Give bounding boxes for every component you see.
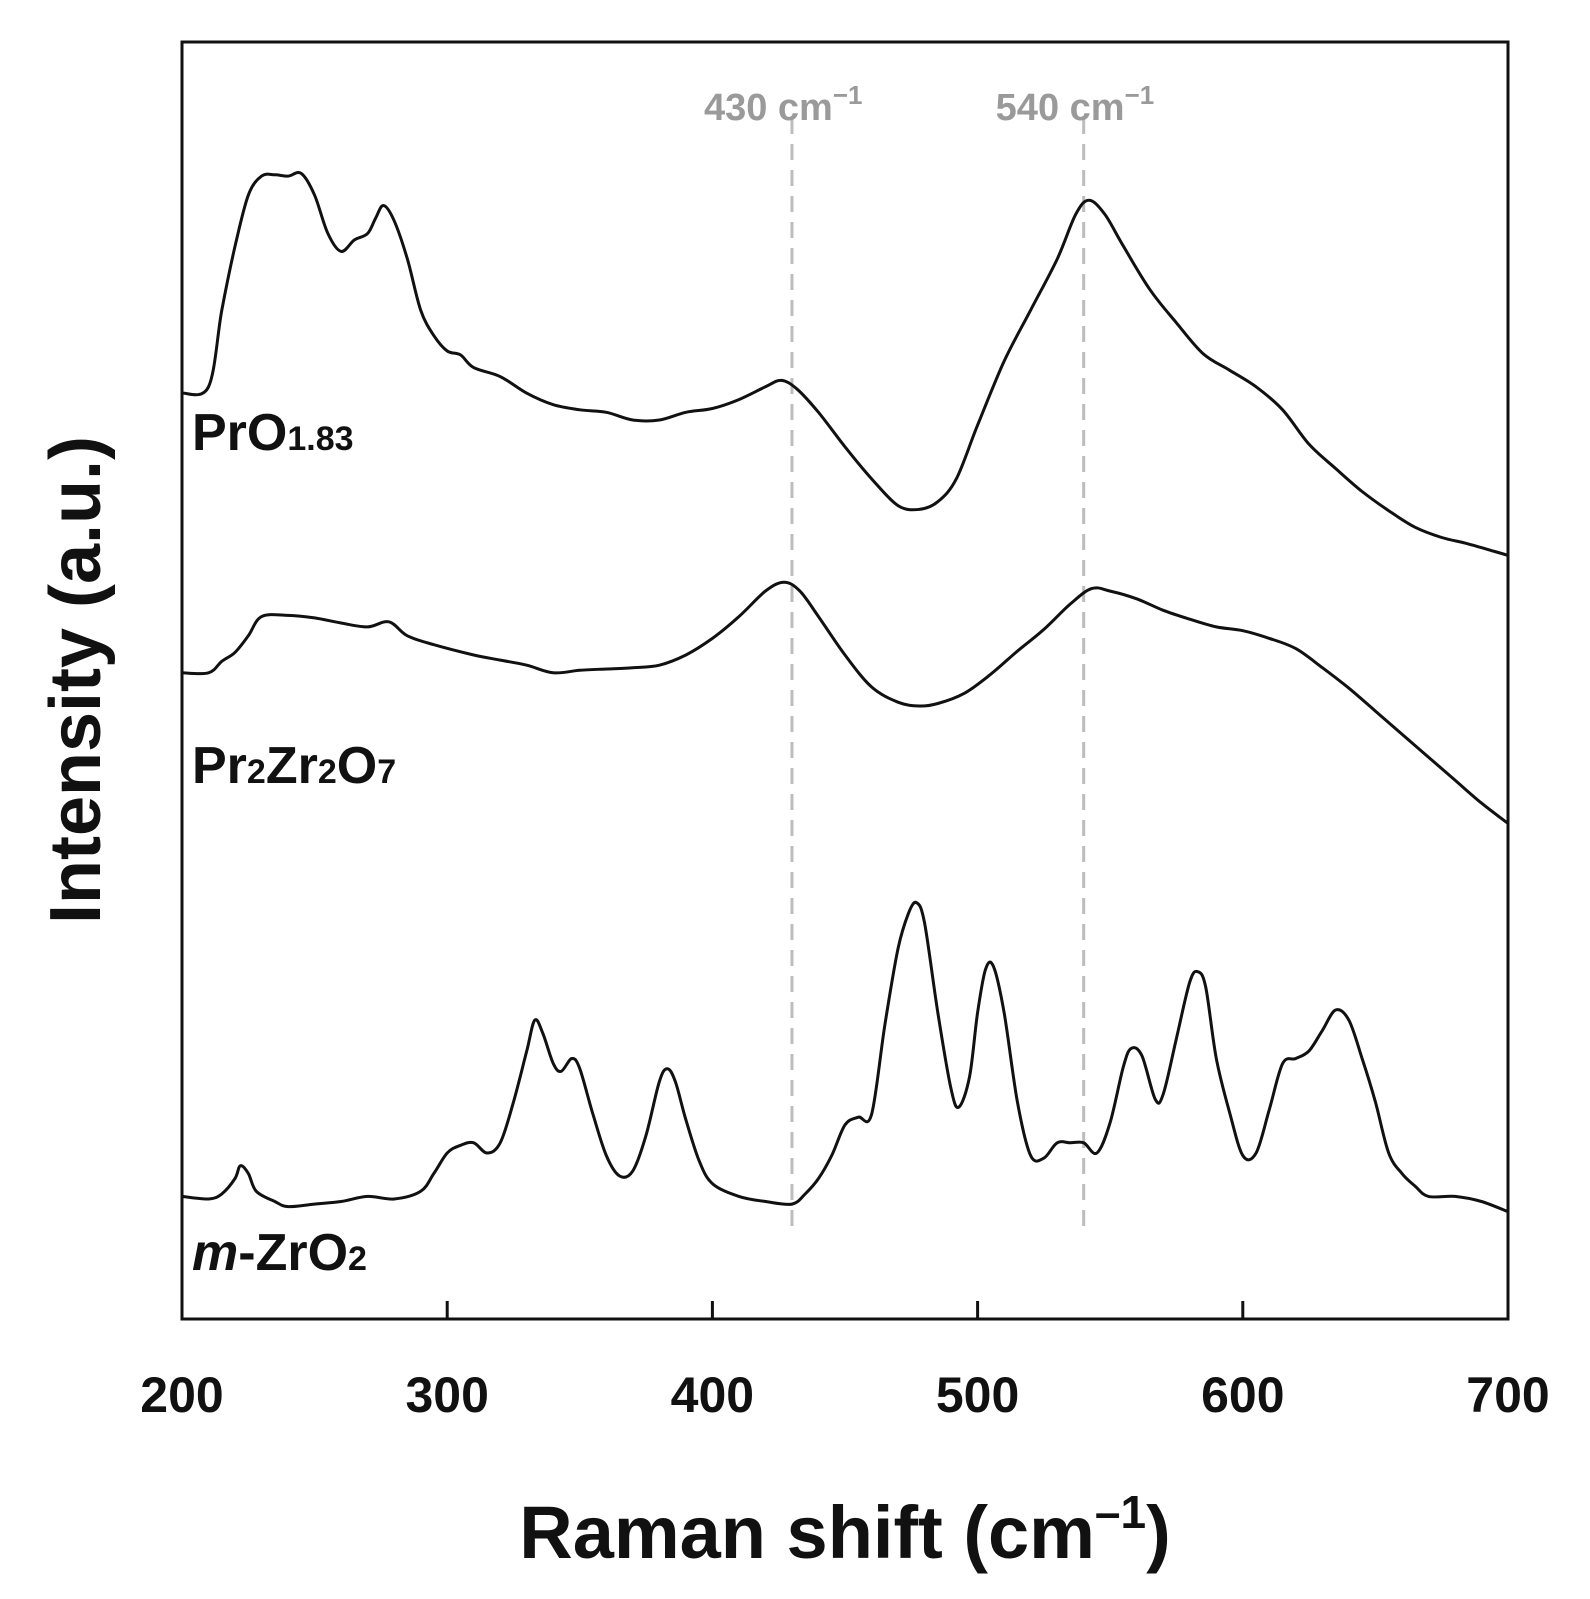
spectra-curves [181,171,1509,1214]
x-ticks: 200 300 400 500 600 700 [140,1301,1550,1423]
ref-label-540: 540 cm−1 [996,80,1155,129]
series-line-1 [181,171,1509,557]
series-label-2-part-5: 7 [377,753,396,791]
x-axis-title-close: ) [1146,1491,1171,1574]
x-axis-title-sup: –1 [1095,1486,1146,1538]
x-tick-label-200: 200 [140,1367,223,1423]
ref-label-text: 540 cm [996,87,1125,129]
reference-lines: 430 cm−1 540 cm−1 [704,80,1154,1232]
series-label-2-part-3: 2 [318,753,337,791]
series-label-3-main: -ZrO [238,1224,348,1282]
ref-label-430: 430 cm−1 [704,80,863,129]
series-label-3-italic: m [192,1224,238,1282]
y-axis-title: Intensity (a.u.) [36,436,116,924]
x-axis-title-main: Raman shift (cm [519,1491,1095,1574]
series-line-2 [181,580,1509,825]
series-label-1: PrO1.83 [192,404,354,462]
plot-frame [180,40,1510,1321]
x-tick-label-700: 700 [1466,1367,1549,1423]
series-line-3 [181,900,1509,1214]
series-label-1-sub: 1.83 [287,420,353,458]
series-label-2-part-4: O [337,737,377,795]
ref-label-text: 430 cm [704,87,833,129]
ref-label-sup: −1 [833,80,863,110]
series-label-2-part-2: Zr [266,737,318,795]
x-tick-label-400: 400 [671,1367,754,1423]
x-tick-label-300: 300 [405,1367,488,1423]
series-label-3: m-ZrO2 [192,1224,367,1282]
series-label-2-part-1: 2 [247,753,266,791]
series-label-2: Pr2Zr2O7 [192,737,396,795]
x-axis-title: Raman shift (cm–1) [519,1486,1171,1574]
series-label-1-main: PrO [192,404,287,462]
x-tick-label-600: 600 [1201,1367,1284,1423]
ref-label-sup: −1 [1125,80,1155,110]
series-label-2-part-0: Pr [192,737,247,795]
x-tick-label-500: 500 [936,1367,1019,1423]
series-label-3-sub: 2 [348,1240,367,1278]
